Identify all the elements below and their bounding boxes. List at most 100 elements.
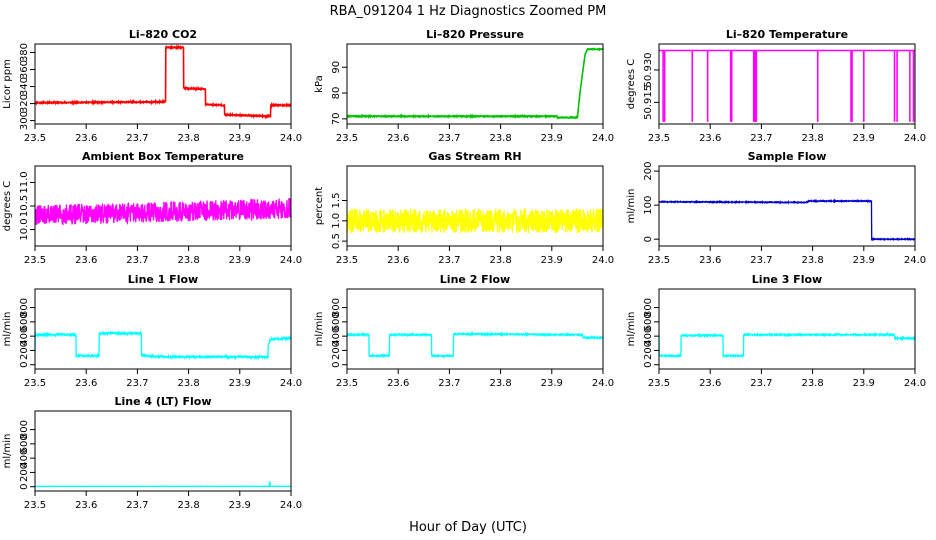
panel-1-ytick-label: 320 [19,94,30,113]
panel-4-ylabel: degrees C [2,181,13,231]
panel-10: Line 4 (LT) Flow ml/min 23.5 23.6 23.7 23.8 23… [2,395,302,511]
panel-4-series-line [35,198,291,225]
panel-8-xtick-label: 24.0 [592,378,614,389]
panel-6-xtick-label: 23.5 [648,255,670,266]
panel-3-ytick-label: 50.930 [643,52,654,87]
panel-10-xtick-label: 23.7 [126,500,148,511]
panel-5-ytick-label: 1.0 [331,213,342,229]
panel-1-xtick-label: 23.8 [177,133,199,144]
panel-10-ylabel: ml/min [2,434,13,469]
panel-4-xtick-label: 23.8 [177,255,199,266]
panel-1-xtick-label: 23.6 [75,133,97,144]
panel-6-series-line [659,198,915,242]
panel-9-xtick-label: 23.8 [801,378,823,389]
panel-5-title: Gas Stream RH [428,150,521,163]
panel-1-series-line [35,44,291,120]
panel-10-ytick-label: 200 [19,463,30,482]
panel-10-ytick-label: 0 [19,484,30,490]
panel-8-ytick-label: 600 [331,312,342,331]
panel-2-xtick-label: 23.8 [489,133,511,144]
panel-2-ylabel: kPa [314,75,325,93]
panel-4-xtick-label: 24.0 [280,255,302,266]
panel-10-xtick-label: 23.9 [229,500,251,511]
panel-1-ytick-label: 360 [19,60,30,79]
panel-5-frame [346,165,604,247]
panel-5-xtick-label: 23.5 [336,255,358,266]
panel-2-ytick-label: 90 [331,61,342,74]
panel-3-frame [658,43,916,125]
panel-2-xtick-label: 23.7 [438,133,460,144]
panel-9-series-line [659,331,915,359]
panel-7: Line 1 Flow ml/min 23.5 23.6 23.7 23.8 23.9 24.… [2,273,302,389]
panel-3: Li–820 Temperature degrees C 23.5 23.6 23.7 2… [626,28,926,144]
panel-2-xtick-label: 23.9 [541,133,563,144]
panel-8-xtick-label: 23.9 [541,378,563,389]
panel-2-xtick-label: 23.5 [336,133,358,144]
panel-10-ytick-label: 800 [19,420,30,439]
panel-6-frame [658,165,916,247]
panel-10-ytick-label: 600 [19,434,30,453]
panel-6-xtick-label: 23.7 [750,255,772,266]
panel-10-series-line [35,481,291,488]
panel-5: Gas Stream RH percent 23.5 23.6 23.7 23.8 23.9… [314,150,614,266]
panel-3-ylabel: degrees C [626,59,637,109]
panel-5-ytick-label: 1.5 [331,193,342,209]
panel-9-ytick-label: 0 [643,362,654,368]
panel-6-xtick-label: 23.6 [699,255,721,266]
panel-4-ytick-label: 10.0 [19,218,30,240]
panel-6-xtick-label: 23.8 [801,255,823,266]
panel-1-frame [34,43,292,125]
panel-6-title: Sample Flow [748,150,827,163]
panel-7-title: Line 1 Flow [128,273,198,286]
panel-7-xtick-label: 23.7 [126,378,148,389]
panels: Li–820 CO2 Licor ppm 23.5 23.6 23.7 23.8 23.9 2… [2,28,926,511]
panel-3-title: Li–820 Temperature [726,28,848,41]
panel-1: Li–820 CO2 Licor ppm 23.5 23.6 23.7 23.8 23.9 2… [2,28,302,144]
panel-8-xtick-label: 23.8 [489,378,511,389]
panel-1-ytick-label: 380 [19,43,30,62]
panel-9: Line 3 Flow ml/min 23.5 23.6 23.7 23.8 23.9 24.… [626,273,926,389]
panel-1-title: Li–820 CO2 [129,28,197,41]
panel-6-xtick-label: 24.0 [904,255,926,266]
panel-7-ytick-label: 800 [19,298,30,317]
panel-9-xtick-label: 23.6 [699,378,721,389]
panel-3-ytick-label: 50.915 [643,85,654,120]
panel-7-ytick-label: 0 [19,362,30,368]
panel-7-ytick-label: 600 [19,312,30,331]
panel-8-ytick-label: 800 [331,298,342,317]
panel-9-xtick-label: 24.0 [904,378,926,389]
panel-3-xtick-label: 23.9 [853,133,875,144]
panel-8-ytick-label: 400 [331,327,342,346]
panel-10-ytick-label: 400 [19,449,30,468]
panel-9-xtick-label: 23.7 [750,378,772,389]
panel-9-ytick-label: 200 [643,341,654,360]
panel-8: Line 2 Flow ml/min 23.5 23.6 23.7 23.8 23.9 24.… [314,273,614,389]
figure-xlabel: Hour of Day (UTC) [409,520,527,535]
panel-10-xtick-label: 23.8 [177,500,199,511]
panel-9-ytick-label: 600 [643,312,654,331]
panel-8-ylabel: ml/min [314,312,325,347]
panel-7-xtick-label: 23.5 [24,378,46,389]
panel-5-xtick-label: 24.0 [592,255,614,266]
panel-8-xtick-label: 23.7 [438,378,460,389]
panel-4-ytick-label: 11.0 [19,171,30,193]
figure-title: RBA_091204 1 Hz Diagnostics Zoomed PM [330,4,607,19]
panel-4-ytick-label: 10.5 [19,195,30,217]
panel-2-series-line [347,47,603,120]
panel-9-title: Line 3 Flow [752,273,822,286]
panel-7-xtick-label: 24.0 [280,378,302,389]
panel-4-title: Ambient Box Temperature [82,150,244,163]
panel-4-xtick-label: 23.7 [126,255,148,266]
panel-6: Sample Flow ml/min 23.5 23.6 23.7 23.8 23.9 24.… [626,150,926,266]
panel-10-title: Line 4 (LT) Flow [115,395,212,408]
panel-3-xtick-label: 23.6 [699,133,721,144]
panel-5-xtick-label: 23.9 [541,255,563,266]
panel-1-xtick-label: 23.5 [24,133,46,144]
panel-4-xtick-label: 23.9 [229,255,251,266]
panel-8-ytick-label: 200 [331,341,342,360]
panel-10-xtick-label: 24.0 [280,500,302,511]
panel-3-xtick-label: 23.8 [801,133,823,144]
panel-1-xtick-label: 24.0 [280,133,302,144]
panel-9-ytick-label: 400 [643,327,654,346]
